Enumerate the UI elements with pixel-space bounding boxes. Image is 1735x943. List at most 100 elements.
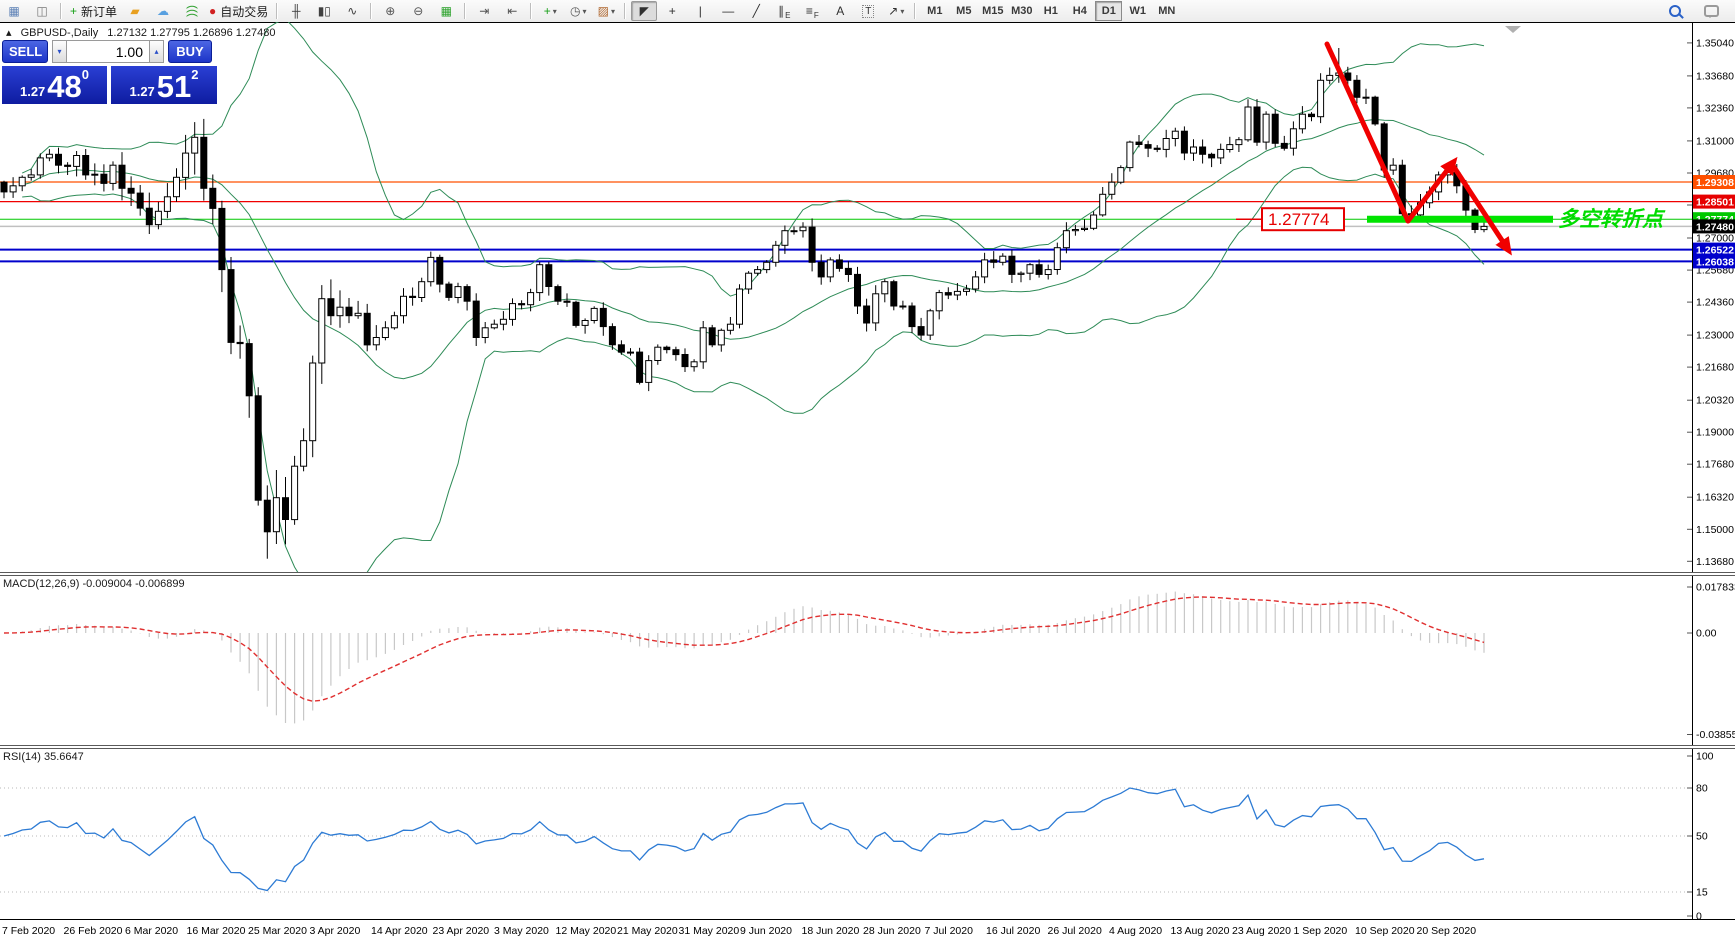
indicators-icon[interactable]: + ▾ [543, 4, 557, 18]
zoom-out-icon[interactable]: ⊖ [405, 1, 431, 21]
tile-windows-icon[interactable]: ▦ [433, 1, 459, 21]
toolbar-separator [370, 3, 373, 19]
cursor-icon[interactable]: ◤ [631, 1, 658, 21]
crayon-icon: ▰ [130, 4, 140, 18]
rsi-indicator-panel[interactable]: 100 80 50 15 0 [0, 749, 1735, 919]
buy-price-display[interactable]: 1.27 51 2 [111, 66, 217, 104]
buy-price-prefix: 1.27 [129, 84, 155, 99]
timeframe-mn[interactable]: MN [1158, 5, 1176, 17]
date-label: 26 Jul 2020 [1047, 925, 1102, 937]
buy-button[interactable]: BUY [168, 40, 212, 63]
chat-icon[interactable] [1698, 1, 1724, 21]
panel-splitter[interactable] [0, 745, 1735, 749]
macd-histogram [12, 591, 1485, 724]
symbol-collapse-marker[interactable]: ▴ [6, 27, 12, 39]
line-chart-icon: ∿ [347, 4, 358, 18]
price-tag-box [1261, 207, 1345, 232]
auto-scroll-icon: ⇥ [479, 4, 490, 18]
bar-chart-icon[interactable]: ╫ [283, 1, 309, 21]
timeframe-h4[interactable]: H4 [1072, 5, 1087, 17]
crayon-icon[interactable]: ▰ [122, 1, 148, 21]
timeframe-d1[interactable]: D1 [1095, 1, 1123, 21]
zoom-out-icon: ⊖ [413, 4, 424, 18]
price-tick: 1.33680 [1696, 70, 1734, 82]
timeframe-m15[interactable]: M15 [982, 5, 1004, 17]
panel-splitter[interactable] [0, 572, 1735, 576]
volume-decrease-button[interactable]: ▾ [52, 40, 67, 63]
line-chart-icon[interactable]: ∿ [339, 1, 365, 21]
rsi-tick: 80 [1696, 783, 1708, 795]
buy-price-big: 51 [156, 69, 192, 104]
templates-icon[interactable]: ▨ ▾ [597, 4, 615, 18]
new-order-button[interactable]: + 新订单 [70, 4, 118, 19]
date-label: 20 Sep 2020 [1416, 925, 1477, 937]
price-badge [1693, 194, 1735, 209]
charts-window-icon[interactable]: ▦ [1, 1, 27, 21]
volume-input[interactable] [67, 40, 149, 63]
candlestick-chart-icon[interactable]: ▮▯ [311, 1, 337, 21]
text-label-icon[interactable]: T [855, 1, 881, 21]
date-label: 21 May 2020 [617, 925, 678, 937]
bollinger-lower-band [22, 166, 1485, 572]
horizontal-line-icon: — [722, 4, 735, 18]
crosshair-icon: + [668, 4, 676, 18]
equidistant-channel-icon: ∥ [778, 4, 785, 18]
signals-icon[interactable]: ))) [178, 1, 204, 21]
crosshair-icon[interactable]: + [659, 1, 685, 21]
fibonacci-icon[interactable]: ≡ F [805, 4, 819, 20]
price-badge-text: 1.28501 [1696, 197, 1734, 209]
date-label: 25 Mar 2020 [248, 925, 307, 937]
equidistant-channel-icon[interactable]: ∥ E [778, 4, 791, 20]
vertical-line-icon[interactable]: | [687, 1, 713, 21]
search-icon[interactable] [1662, 1, 1688, 21]
auto-scroll-icon[interactable]: ⇥ [471, 1, 497, 21]
text-icon[interactable]: A [827, 1, 853, 21]
arrows-icon: ↗ [888, 4, 899, 18]
rsi-tick: 15 [1696, 887, 1708, 899]
toolbar-separator [60, 3, 62, 19]
main-price-chart[interactable]: 多空转折点 1.27774 1.35040 1.33680 1.32360 1.31000… [0, 22, 1735, 572]
sell-price-display[interactable]: 1.27 48 0 [2, 66, 107, 104]
toolbar-separator [914, 3, 917, 19]
volume-increase-button[interactable]: ▴ [149, 40, 164, 63]
bar-chart-icon: ╫ [292, 4, 301, 18]
chat-icon [1703, 5, 1719, 18]
autotrading-button[interactable]: ● 自动交易 [209, 4, 269, 19]
turning-point-annotation: 多空转折点 [1558, 207, 1666, 231]
toolbar-right-icons [1657, 0, 1735, 22]
periods-icon[interactable]: ◷ ▾ [570, 4, 587, 18]
price-badge-text: 1.26522 [1696, 245, 1734, 257]
one-click-trading-panel: SELL ▾ ▴ BUY 1.27 48 0 1.27 51 2 [2, 40, 220, 104]
data-window-icon[interactable]: ◫ [29, 1, 55, 21]
price-badge [1693, 219, 1735, 234]
trendline-icon[interactable]: ╱ [743, 1, 769, 21]
macd-indicator-panel[interactable]: 0.017833 0.00 -0.038559 [0, 576, 1735, 746]
date-label: 16 Jul 2020 [986, 925, 1041, 937]
date-label: 18 Jun 2020 [801, 925, 860, 937]
date-label: 3 May 2020 [494, 925, 549, 937]
timeframe-m5[interactable]: M5 [956, 5, 972, 17]
horizontal-line-icon[interactable]: — [715, 1, 741, 21]
timeframe-m1[interactable]: M1 [927, 5, 943, 17]
toolbar: ▦ ◫ + 新订单 ▰ ☁))) ● 自动交易 ╫ ▮▯ ∿ ⊕ ⊖ ▦ ⇥ ⇤ + ▾ ◷ ▾ ▨ ▾ ◤ + | — ╱ ∥ E ≡ F… [0, 0, 1735, 23]
price-tick: 1.31000 [1696, 135, 1734, 147]
trend-arrows [1324, 41, 1512, 256]
arrows-icon[interactable]: ↗ ▾ [888, 4, 905, 18]
price-tick: 1.15000 [1696, 524, 1734, 536]
toolbar-separator [624, 3, 627, 19]
price-tag-text: 1.27774 [1268, 210, 1329, 229]
sell-price-big: 48 [47, 69, 82, 104]
date-label: 14 Apr 2020 [371, 925, 428, 937]
timeframe-w1[interactable]: W1 [1129, 5, 1147, 17]
sell-price-sup: 0 [81, 67, 90, 82]
chart-shift-icon[interactable]: ⇤ [499, 1, 525, 21]
sell-button[interactable]: SELL [2, 40, 48, 63]
timeframe-h1[interactable]: H1 [1043, 5, 1058, 17]
price-tick: 1.21680 [1696, 362, 1734, 374]
macd-tick: -0.038559 [1696, 729, 1735, 741]
zoom-in-icon[interactable]: ⊕ [377, 1, 403, 21]
price-tick: 1.32360 [1696, 102, 1734, 114]
mql5-community-icon[interactable]: ☁ [150, 1, 176, 21]
timeframe-m30[interactable]: M30 [1011, 5, 1033, 17]
price-tick: 1.20320 [1696, 395, 1734, 407]
